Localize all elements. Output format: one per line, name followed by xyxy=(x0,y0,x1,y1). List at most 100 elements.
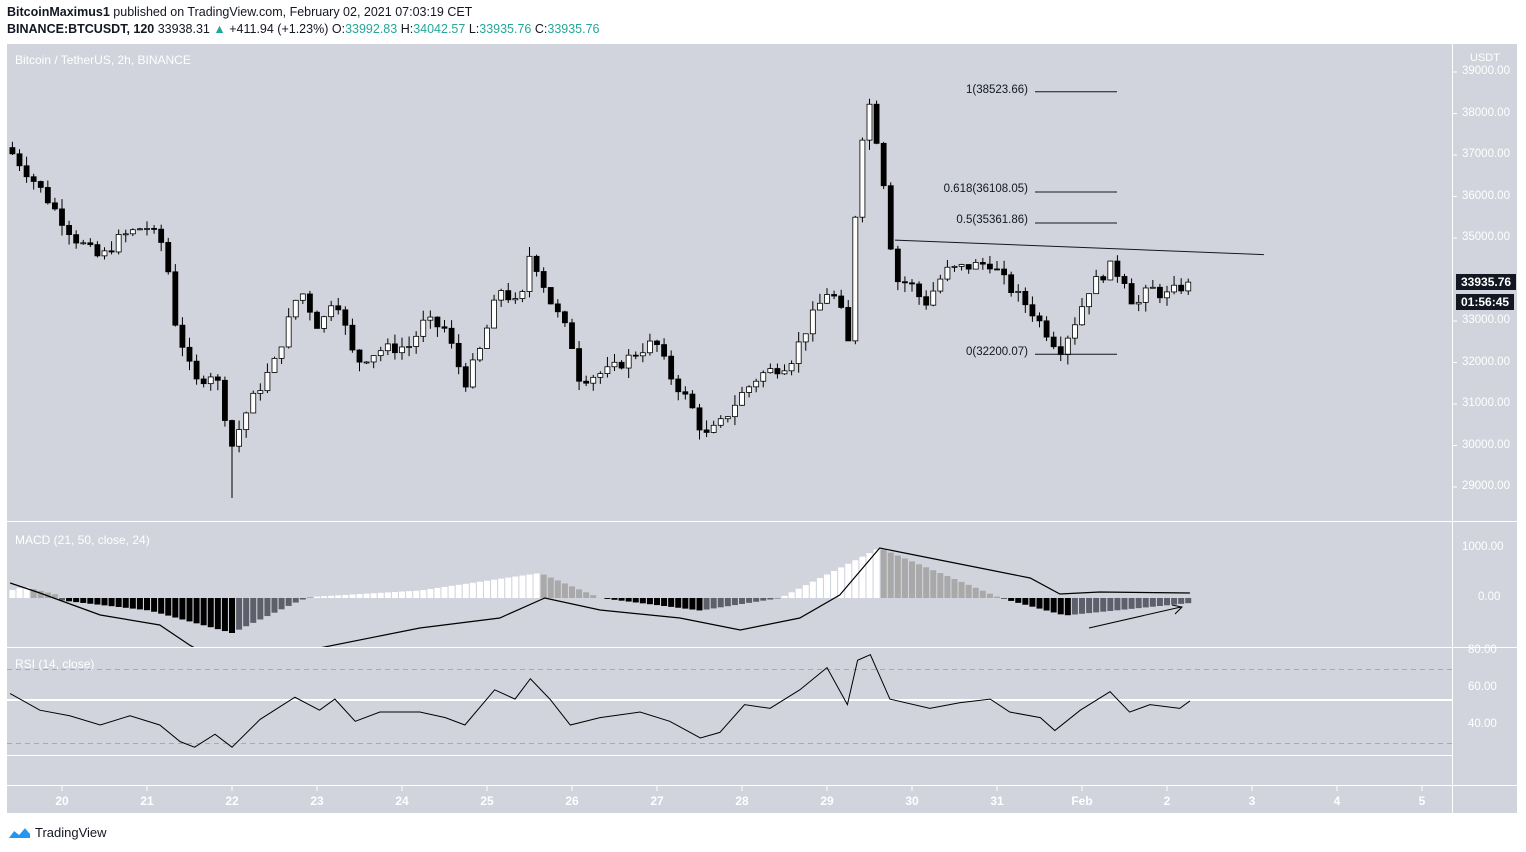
up-arrow-icon: ▲ xyxy=(213,22,226,36)
candle-up xyxy=(767,368,774,374)
price-axis-label: 38000.00 xyxy=(1462,106,1510,119)
candle-down xyxy=(151,228,157,230)
candle-up xyxy=(639,352,646,357)
candle-up xyxy=(1164,291,1170,299)
candle-down xyxy=(682,391,689,395)
macd-histogram-bar xyxy=(1086,598,1093,614)
macd-histogram-bar xyxy=(1057,598,1064,615)
candle-up xyxy=(413,335,420,347)
macd-histogram-bar xyxy=(9,589,16,598)
macd-histogram-bar xyxy=(753,598,760,602)
brand-name: TradingView xyxy=(35,824,107,840)
macd-histogram-bar xyxy=(200,598,207,626)
macd-histogram-bar xyxy=(73,598,80,603)
macd-histogram-bar xyxy=(944,576,951,598)
candle-up xyxy=(243,412,250,430)
macd-histogram-bar xyxy=(859,556,866,598)
macd-histogram-bar xyxy=(1071,598,1078,615)
candle-up xyxy=(236,429,242,447)
candle-up xyxy=(951,265,958,268)
rsi-title: RSI (14, close) xyxy=(15,657,95,671)
macd-histogram-bar xyxy=(278,598,285,610)
candle-down xyxy=(448,327,455,344)
candle-up xyxy=(370,355,377,363)
macd-histogram-bar xyxy=(554,580,561,598)
macd-histogram-bar xyxy=(363,593,370,598)
publisher[interactable]: BitcoinMaximus1 xyxy=(7,5,110,19)
chart-background xyxy=(7,44,1517,813)
rsi-line xyxy=(9,654,1191,748)
candle-down xyxy=(455,342,462,368)
candle-up xyxy=(625,354,632,369)
macd-histogram-bar xyxy=(115,598,122,607)
macd-histogram-bar xyxy=(207,598,214,628)
macd-histogram-bar xyxy=(335,595,342,598)
macd-histogram-bar xyxy=(292,598,299,603)
macd-histogram-bar xyxy=(1015,598,1022,603)
candle-up xyxy=(760,372,767,382)
time-axis-label: 25 xyxy=(480,794,494,808)
candle-up xyxy=(526,255,533,292)
time-axis-label: 5 xyxy=(1418,794,1426,808)
candle-up xyxy=(137,228,143,231)
candle-up xyxy=(321,316,327,329)
macd-histogram-bar xyxy=(937,573,944,598)
time-axis-label: 2 xyxy=(1163,794,1171,808)
fib-label-0618: 0.618(36108.05) xyxy=(943,183,1028,195)
candle-up xyxy=(491,299,497,329)
candle-down xyxy=(392,343,398,354)
candle-up xyxy=(144,228,150,230)
macd-histogram-bar xyxy=(151,598,158,612)
open-value: 33992.83 xyxy=(345,22,398,36)
candle-down xyxy=(540,271,547,288)
candle-up xyxy=(866,103,873,141)
macd-histogram-bar xyxy=(852,560,859,598)
candle-down xyxy=(307,293,313,313)
candle-up xyxy=(377,350,384,357)
macd-histogram-bar xyxy=(399,591,405,598)
candle-down xyxy=(193,360,200,380)
candle-up xyxy=(597,373,604,378)
time-axis-label: 23 xyxy=(310,794,324,808)
macd-histogram-bar xyxy=(710,598,717,609)
macd-histogram-bar xyxy=(760,598,767,601)
macd-histogram-bar xyxy=(512,576,519,598)
candle-down xyxy=(689,393,696,409)
macd-histogram-bar xyxy=(306,597,313,598)
candle-down xyxy=(59,208,65,226)
candle-up xyxy=(129,229,136,235)
macd-histogram-bar xyxy=(519,575,526,598)
macd-histogram-bar xyxy=(1036,598,1043,609)
candle-down xyxy=(675,378,682,393)
macd-histogram-bar xyxy=(257,598,264,620)
resistance-trendline xyxy=(894,239,1264,256)
candle-down xyxy=(1022,290,1029,306)
candle-up xyxy=(1093,276,1100,295)
rsi-axis-80: 80.00 xyxy=(1468,644,1497,656)
macd-axis-1000: 1000.00 xyxy=(1462,541,1504,553)
macd-histogram-bar xyxy=(1185,598,1192,604)
macd-histogram-bar xyxy=(802,585,809,598)
candle-up xyxy=(739,392,745,406)
candle-up xyxy=(250,392,257,414)
candle-down xyxy=(441,326,448,329)
macd-histogram-bar xyxy=(1001,598,1008,599)
price-axis-label: 31000.00 xyxy=(1462,397,1510,409)
macd-histogram-bar xyxy=(816,578,823,598)
currency-label: USDT xyxy=(1470,52,1500,64)
o-label: O: xyxy=(331,22,346,36)
candle-down xyxy=(44,187,51,204)
macd-histogram-bar xyxy=(476,581,483,598)
drawings xyxy=(894,91,1264,629)
fib-label-1: 1(38523.66) xyxy=(965,84,1028,96)
candle-down xyxy=(179,324,186,348)
candle-down xyxy=(562,311,568,324)
time-axis-label: 22 xyxy=(225,794,239,808)
macd-histogram-bar xyxy=(1008,598,1015,601)
macd-histogram-bar xyxy=(108,598,115,607)
candle-up xyxy=(512,298,519,301)
candle-up xyxy=(1185,281,1192,292)
tradingview-logo[interactable]: TradingView xyxy=(6,824,107,840)
last-price: 33938.31 xyxy=(157,22,210,36)
